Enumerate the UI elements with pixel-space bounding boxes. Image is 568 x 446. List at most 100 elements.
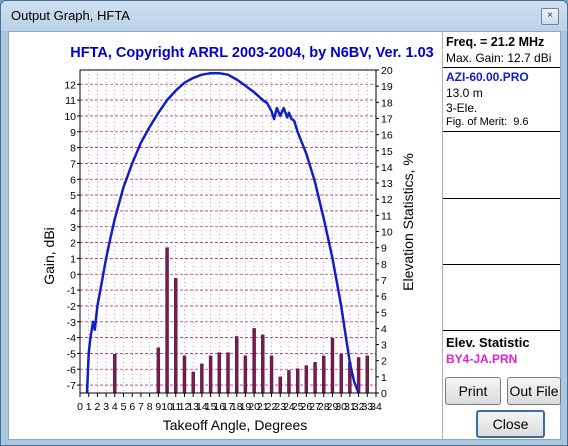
- y2-tick-label: 18: [381, 97, 393, 109]
- y2-tick-label: 2: [381, 356, 387, 368]
- elevation-statistic-file: BY4-JA.PRN: [446, 352, 518, 366]
- y2-tick-label: 13: [381, 178, 393, 190]
- x-tick-label: 18: [231, 401, 243, 413]
- close-button[interactable]: Close: [476, 410, 545, 438]
- frequency-text: Freq. = 21.2 MHz: [446, 35, 545, 49]
- y2-tick-label: 11: [381, 210, 392, 222]
- elevation-bar: [365, 355, 369, 394]
- elevation-bar: [200, 363, 204, 394]
- y2-tick-label: 20: [381, 65, 393, 77]
- y2-tick-label: 8: [381, 259, 387, 271]
- x-tick-label: 31: [344, 401, 356, 413]
- x-tick-label: 24: [283, 401, 295, 413]
- info-panel: Freq. = 21.2 MHz Max. Gain: 12.7 dBi AZI…: [443, 32, 560, 439]
- elevation-bar: [287, 370, 291, 394]
- antenna-height-text: 13.0 m: [446, 86, 483, 100]
- y2-tick-label: 5: [381, 307, 387, 319]
- panel-divider: [443, 198, 560, 199]
- x-tick-label: 16: [213, 401, 225, 413]
- x-tick-label: 19: [240, 401, 252, 413]
- y-tick-label: 8: [70, 143, 76, 155]
- x-tick-label: 30: [335, 401, 347, 413]
- x-tick-label: 7: [138, 401, 144, 413]
- x-tick-label: 34: [370, 401, 382, 413]
- elevation-bar: [322, 355, 326, 394]
- x-tick-label: 4: [112, 401, 118, 413]
- pattern-file-name: AZI-60.00.PRO: [446, 70, 529, 84]
- y-tick-label: 3: [70, 222, 76, 234]
- elevation-bar: [295, 368, 300, 394]
- y-tick-label: 5: [70, 190, 76, 202]
- merit-label: Fig. of Merit:: [446, 116, 508, 128]
- elevation-bar: [252, 328, 256, 394]
- x-tick-label: 22: [266, 401, 278, 413]
- y2-tick-label: 0: [381, 388, 387, 400]
- y2-tick-label: 3: [381, 340, 387, 352]
- y-tick-label: 10: [64, 111, 76, 123]
- grid: [80, 70, 376, 393]
- y-tick-label: 11: [65, 95, 76, 107]
- elevation-bar: [191, 371, 195, 394]
- y-tick-label: 4: [70, 206, 76, 218]
- y-tick-label: -4: [67, 333, 76, 345]
- x-tick-label: 14: [196, 401, 208, 413]
- elevation-bar: [304, 365, 309, 394]
- elevation-bar: [208, 355, 213, 394]
- x-tick-label: 1: [86, 401, 92, 413]
- out-file-button[interactable]: Out File: [507, 377, 561, 405]
- title-bar[interactable]: Output Graph, HFTA ×: [1, 1, 567, 31]
- y2-tick-label: 9: [381, 243, 387, 255]
- window-title: Output Graph, HFTA: [11, 8, 130, 23]
- y-tick-label: -5: [67, 348, 76, 360]
- y2-tick-label: 19: [381, 81, 393, 93]
- x-tick-label: 5: [121, 401, 127, 413]
- y2-tick-label: 6: [381, 291, 387, 303]
- y-tick-label: -6: [67, 364, 76, 376]
- y-tick-label: 9: [70, 127, 76, 139]
- x-tick-label: 12: [179, 401, 191, 413]
- chart-title: HFTA, Copyright ARRL 2003-2004, by N6BV,…: [70, 45, 433, 61]
- y2-tick-label: 15: [381, 146, 393, 158]
- elevation-bar: [235, 336, 239, 394]
- y2-tick-label: 7: [381, 275, 387, 287]
- elevation-bar: [174, 278, 178, 394]
- panel-divider: [443, 131, 560, 132]
- print-button[interactable]: Print: [445, 377, 501, 405]
- y-tick-label: -3: [67, 317, 76, 329]
- merit-value: 9.6: [513, 116, 529, 128]
- elevation-bar: [330, 337, 335, 394]
- x-tick-label: 2: [94, 401, 100, 413]
- elevation-bar: [313, 362, 317, 394]
- x-tick-label: 23: [274, 401, 286, 413]
- y2-tick-label: 1: [381, 372, 387, 384]
- y-tick-label: -2: [67, 301, 76, 313]
- y-tick-label: 12: [64, 79, 76, 91]
- y-tick-label: 6: [70, 174, 76, 186]
- gain-chart: HFTA, Copyright ARRL 2003-2004, by N6BV,…: [41, 45, 434, 433]
- x-tick-label: 10: [161, 401, 173, 413]
- elevation-bars: [113, 247, 369, 394]
- antenna-type-text: 3-Ele.: [446, 101, 478, 115]
- y2-tick-label: 14: [381, 162, 393, 174]
- x-tick-label: 11: [170, 401, 181, 413]
- elevation-bar: [243, 355, 248, 394]
- y2-tick-label: 12: [381, 194, 393, 206]
- elevation-bar: [269, 355, 274, 394]
- gain-curve: [85, 71, 360, 394]
- elevation-bar: [217, 352, 221, 394]
- elevation-statistic-label: Elev. Statistic: [446, 335, 530, 350]
- x-tick-label: 15: [205, 401, 217, 413]
- y2-tick-label: 16: [381, 130, 393, 142]
- elevation-bar: [156, 347, 161, 394]
- panel-divider: [443, 67, 560, 68]
- x-tick-label: 3: [103, 401, 109, 413]
- x-tick-label: 9: [155, 401, 161, 413]
- y-axis-label-right: Elevation Statistics, %: [400, 153, 416, 291]
- y2-tick-label: 4: [381, 323, 387, 335]
- x-tick-label: 32: [353, 401, 365, 413]
- x-tick-label: 27: [309, 401, 321, 413]
- client-area: HFTA, Copyright ARRL 2003-2004, by N6BV,…: [8, 31, 561, 440]
- elevation-bar: [165, 247, 169, 394]
- window-close-button[interactable]: ×: [541, 8, 559, 25]
- x-tick-label: 21: [257, 401, 269, 413]
